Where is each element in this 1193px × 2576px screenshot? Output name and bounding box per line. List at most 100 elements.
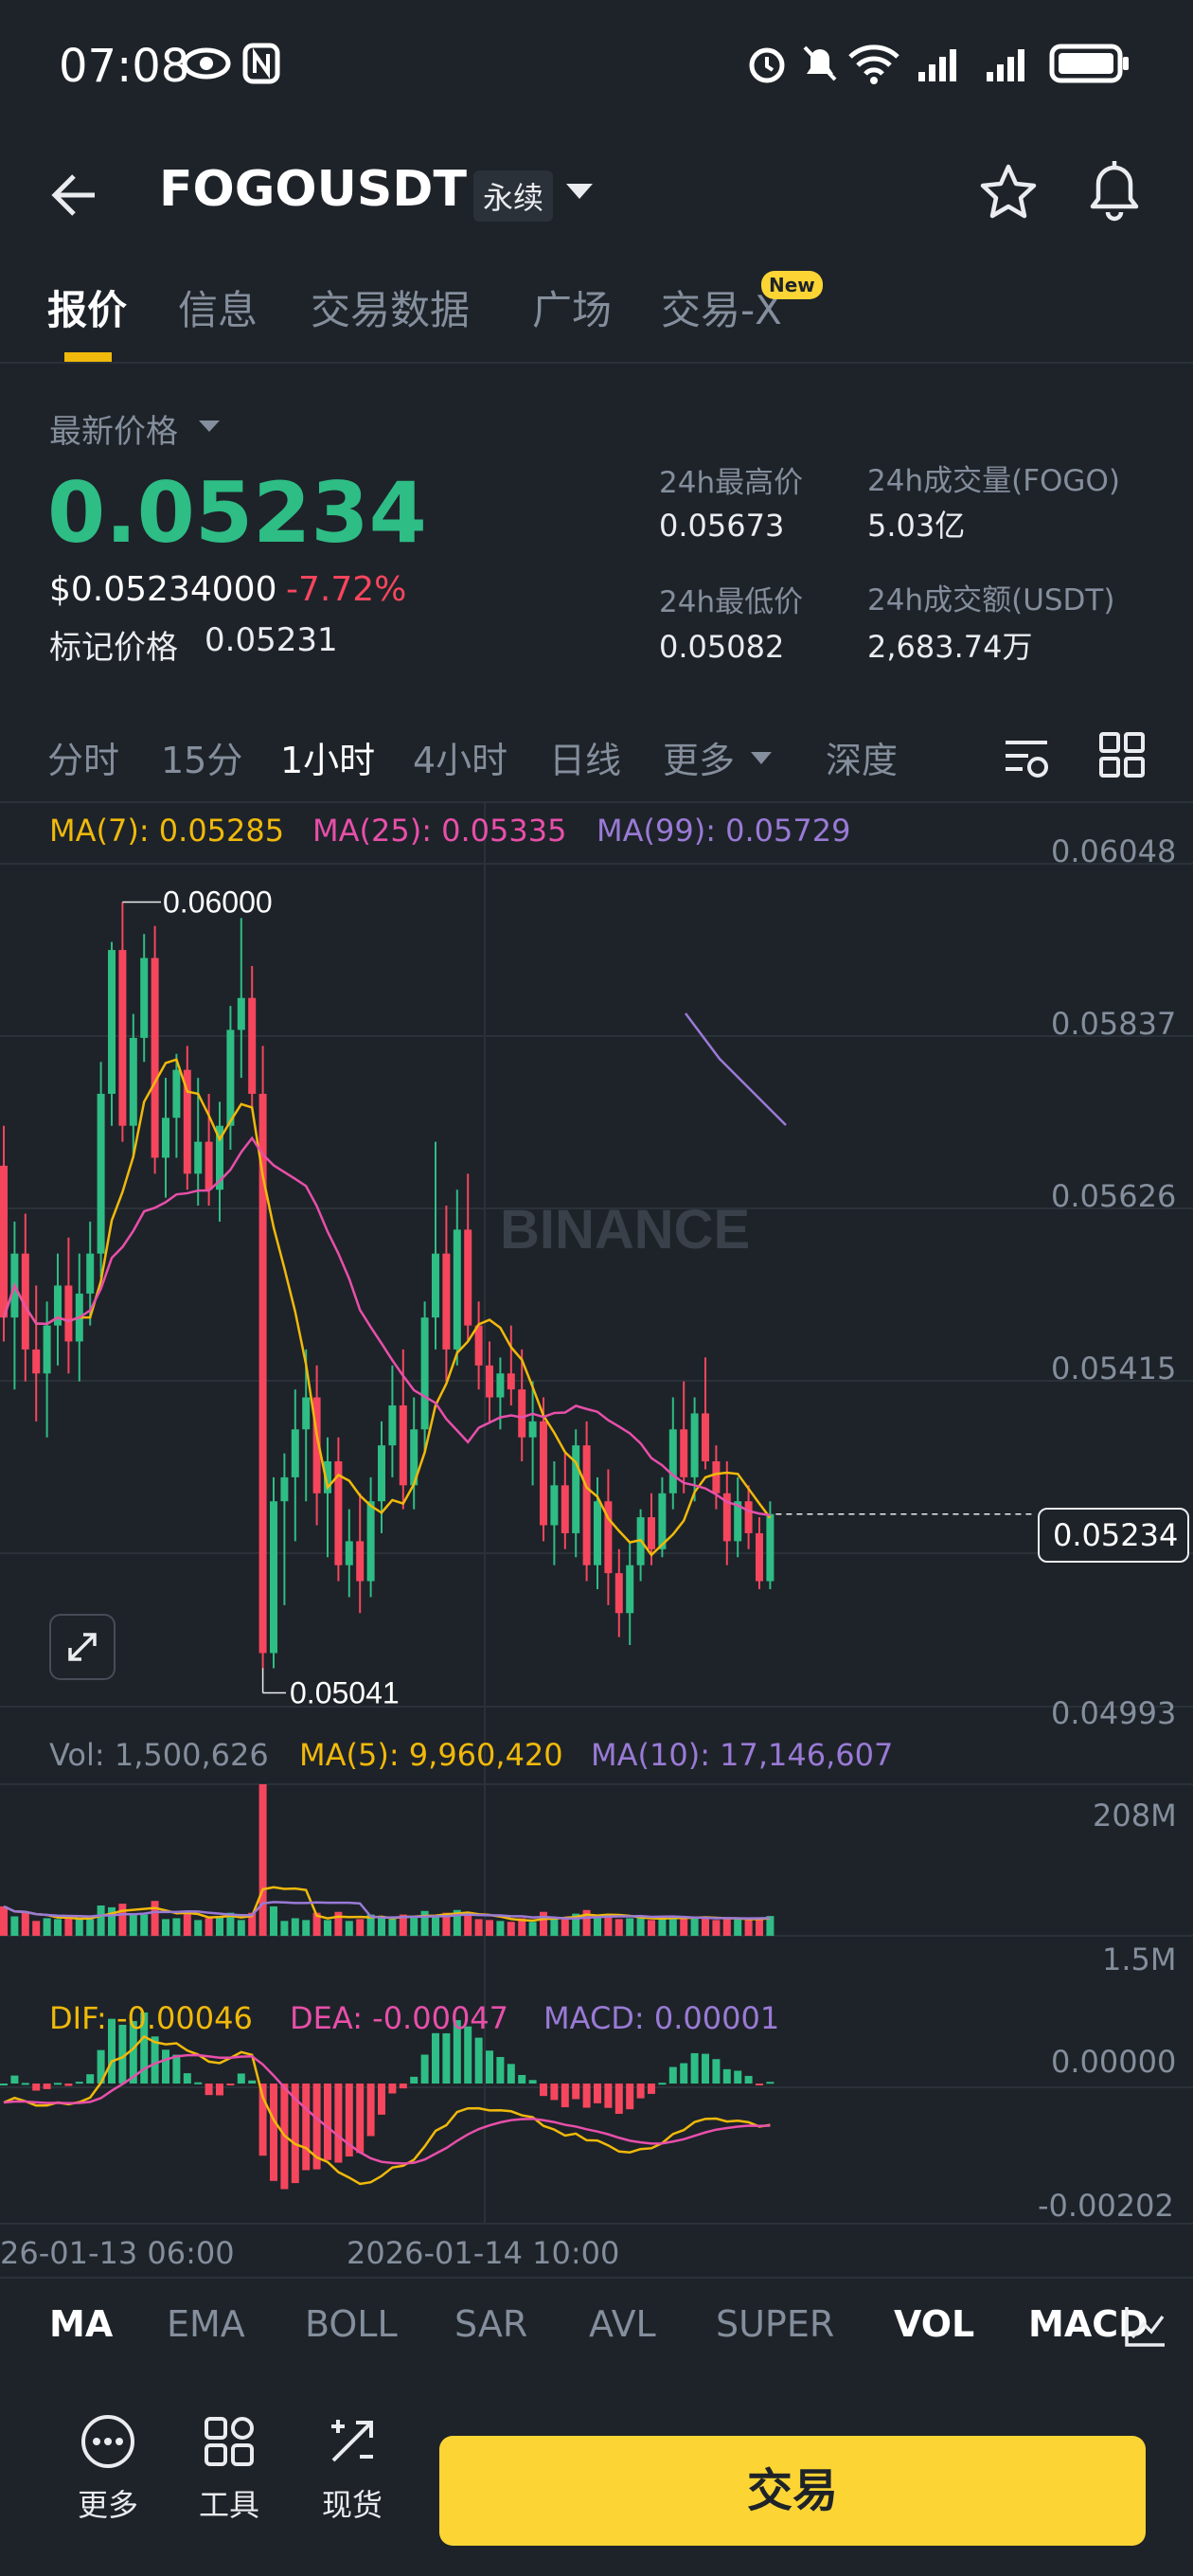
indicator-settings-icon[interactable] (1123, 2303, 1168, 2349)
macd-histogram-bar (410, 2076, 418, 2084)
price-axis-label: 0.04993 (1051, 1695, 1177, 1731)
volume-bar (43, 1918, 51, 1936)
tab-square[interactable]: 广场 (532, 287, 613, 333)
volume-bar (658, 1917, 667, 1936)
caret-down-icon[interactable] (751, 752, 772, 764)
indicator-vol[interactable]: VOL (894, 2303, 975, 2345)
indicator-boll[interactable]: BOLL (305, 2303, 398, 2345)
volume-bar (734, 1919, 742, 1936)
interval-1h[interactable]: 1小时 (280, 740, 376, 781)
candle-body (258, 1093, 267, 1654)
interval-more[interactable]: 更多 (663, 740, 736, 781)
macd-histogram-bar (43, 2084, 51, 2089)
candle-body (248, 997, 257, 1094)
volume-bar (614, 1919, 623, 1936)
last-price: 0.05234 (47, 464, 427, 562)
alarm-icon (749, 47, 785, 83)
indicator-super[interactable]: SUPER (716, 2303, 835, 2345)
high-marker-label: 0.06000 (163, 885, 273, 919)
volume-bar (540, 1911, 547, 1936)
current-price-tag: 0.05234 (1038, 1508, 1189, 1563)
volume-bar (162, 1919, 169, 1936)
interval-1d[interactable]: 日线 (549, 740, 622, 781)
change-percent: -7.72% (286, 570, 407, 609)
macd-histogram-bar (420, 2054, 429, 2084)
candle-body (561, 1485, 569, 1533)
trade-button[interactable]: 交易 (439, 2436, 1146, 2546)
macd-histogram-bar (75, 2082, 83, 2084)
candle-body (302, 1397, 311, 1430)
macd-histogram-bar (604, 2084, 613, 2108)
indicator-ema[interactable]: EMA (167, 2303, 245, 2345)
macd-histogram-bar (21, 2083, 29, 2085)
chevron-down-icon[interactable] (566, 184, 593, 199)
low-24h-label: 24h最低价 (659, 585, 804, 619)
binance-watermark: BINANCE (500, 1199, 750, 1261)
macd-histogram-bar (453, 2020, 461, 2084)
volume-bar (280, 1921, 289, 1936)
macd-axis-label: -0.00202 (1038, 2188, 1174, 2224)
volume-bar (626, 1918, 634, 1936)
volume-bar (151, 1901, 159, 1936)
macd-histogram-bar (614, 2084, 623, 2114)
macd-histogram-bar (690, 2052, 699, 2084)
indicator-avl[interactable]: AVL (589, 2303, 656, 2345)
macd-histogram-bar (496, 2056, 505, 2084)
tab-info[interactable]: 信息 (178, 287, 258, 333)
volume-bar (108, 1906, 116, 1936)
tab-trade-x[interactable]: 交易-X (661, 287, 782, 333)
caret-down-icon[interactable] (199, 420, 220, 432)
volume-bar (712, 1920, 721, 1936)
candle-body (572, 1445, 580, 1533)
candle-body (507, 1373, 515, 1390)
bell-icon[interactable] (1083, 157, 1146, 224)
fullscreen-button[interactable] (49, 1614, 116, 1680)
nav-spot[interactable]: 现货 (305, 2413, 400, 2525)
candle-body (756, 1532, 763, 1582)
nav-more[interactable]: 更多 (61, 2413, 155, 2525)
macd-histogram-bar (54, 2083, 62, 2085)
tab-trading-data[interactable]: 交易数据 (311, 287, 471, 333)
pair-title[interactable]: FOGOUSDT (159, 161, 467, 218)
interval-timeline[interactable]: 分时 (47, 740, 120, 781)
volume-bar (291, 1918, 299, 1936)
macd-dif-line (3, 2034, 771, 2186)
candle-body (648, 1517, 655, 1549)
interval-4h[interactable]: 4小时 (413, 740, 508, 781)
macd-histogram-bar (64, 2084, 73, 2086)
macd-histogram-bar (626, 2084, 634, 2110)
candle-body (183, 1069, 191, 1174)
candlestick-chart[interactable]: BINANCE 0.06000 0.05041 (0, 803, 1193, 2277)
macd-histogram-bar (97, 2049, 105, 2084)
volume-bar (528, 1922, 537, 1936)
tab-quote[interactable]: 报价 (47, 287, 128, 333)
nav-tools[interactable]: 工具 (182, 2413, 276, 2525)
last-price-label[interactable]: 最新价格 (49, 413, 178, 451)
bottom-bar: 更多 工具 现货 交易 (0, 2379, 1193, 2576)
macd-histogram-bar (668, 2066, 677, 2084)
volume-bar (702, 1918, 709, 1936)
volume-bar (183, 1911, 191, 1936)
indicator-ma[interactable]: MA (49, 2303, 114, 2345)
macd-histogram-bar (291, 2084, 299, 2184)
star-icon[interactable] (977, 161, 1040, 224)
candle-body (766, 1513, 775, 1582)
macd-histogram-bar (162, 2049, 169, 2084)
interval-depth[interactable]: 深度 (826, 740, 899, 781)
interval-15m[interactable]: 15分 (161, 740, 243, 781)
candle-body (345, 1541, 353, 1565)
price-axis-label: 0.05626 (1051, 1178, 1177, 1214)
chart-settings-icon[interactable] (1002, 733, 1051, 782)
macd-histogram-bar (648, 2084, 655, 2094)
volume-bar (97, 1905, 105, 1936)
candle-body (129, 1037, 137, 1126)
back-arrow-icon[interactable] (47, 165, 108, 225)
volume-bar (690, 1916, 699, 1936)
grid-layout-icon[interactable] (1098, 731, 1146, 778)
candle-body (614, 1573, 623, 1614)
macd-histogram-bar (324, 2084, 331, 2160)
indicator-sar[interactable]: SAR (454, 2303, 528, 2345)
volume-bar (226, 1912, 235, 1936)
volume-bar (216, 1916, 223, 1936)
macd-histogram-bar (474, 2037, 483, 2084)
